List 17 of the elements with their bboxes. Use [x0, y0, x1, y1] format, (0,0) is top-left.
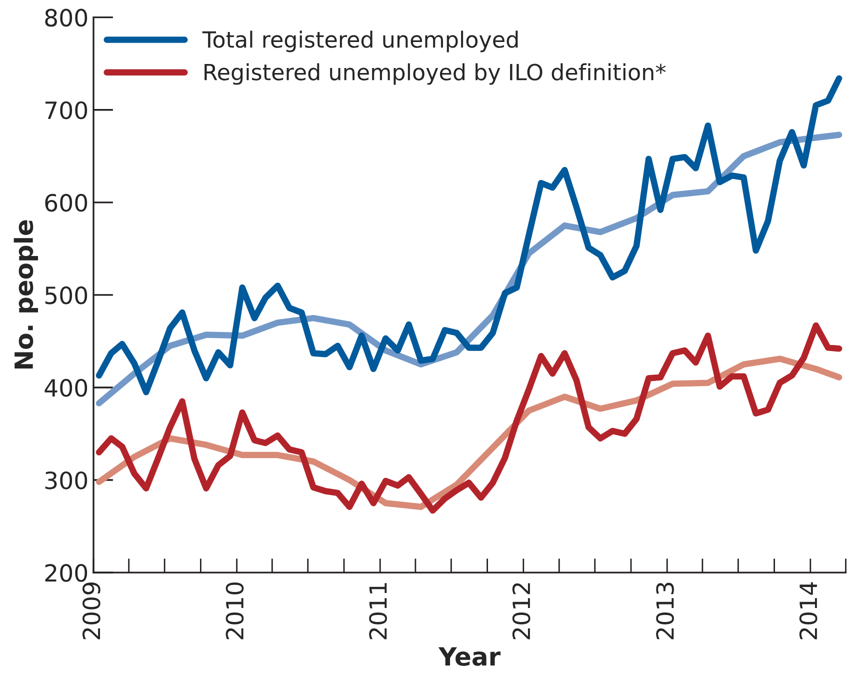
- x-tick-label: 2012: [512, 583, 530, 640]
- x-tick-label: 2009: [82, 582, 100, 640]
- y-tick-label: 700: [46, 101, 88, 120]
- y-tick-label: 600: [45, 194, 88, 212]
- y-tick-label: 800: [45, 8, 88, 27]
- y-tick-label: 400: [44, 378, 88, 397]
- legend-label: Registered unemployed by ILO definition*: [204, 63, 666, 85]
- y-tick-label: 200: [45, 564, 88, 582]
- x-tick-label: 2013: [656, 582, 674, 640]
- x-tick-label: 2014: [799, 582, 818, 640]
- x-tick-label: 2011: [369, 583, 387, 640]
- legend-label: Total registered unemployed: [202, 30, 518, 52]
- y-axis-title: No. people: [14, 220, 38, 369]
- x-axis-title: Year: [438, 647, 501, 666]
- y-tick-label: 300: [45, 471, 88, 490]
- y-tick-label: 500: [45, 286, 88, 304]
- x-tick-label: 2010: [226, 582, 244, 640]
